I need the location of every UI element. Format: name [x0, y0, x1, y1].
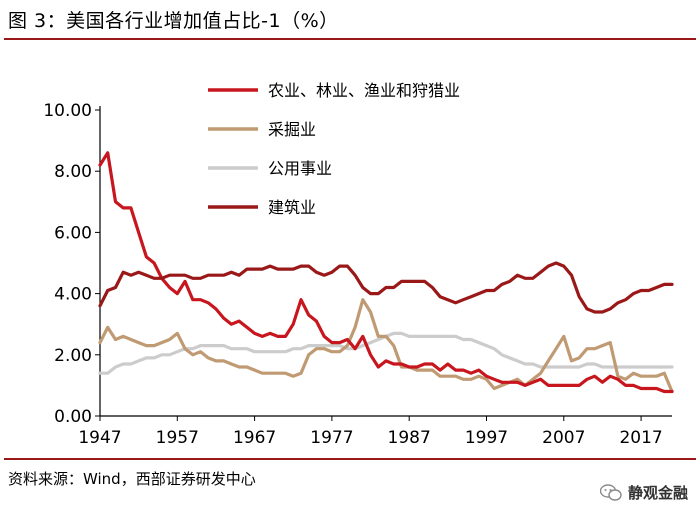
series-mining-line [98, 298, 674, 394]
x-tick-label: 1977 [310, 428, 353, 448]
legend-label: 采掘业 [268, 120, 316, 139]
y-tick-label: 6.00 [54, 223, 92, 243]
chart-axes: 0.00 2.00 4.00 6.00 8.00 10.00 1947 1957 1967 197… [43, 101, 672, 448]
series-construction-line [98, 261, 674, 314]
y-tick-label: 10.00 [43, 101, 92, 121]
x-tick-label: 1997 [465, 428, 508, 448]
legend-label: 农业、林业、渔业和狩猎业 [268, 81, 460, 100]
y-tick-label: 4.00 [54, 285, 92, 305]
x-tick-label: 1947 [78, 428, 121, 448]
legend-label: 建筑业 [268, 198, 316, 217]
y-tick-label: 8.00 [54, 162, 92, 182]
title-divider [4, 38, 696, 40]
x-tick-label: 2007 [542, 428, 585, 448]
y-tick-label: 2.00 [54, 346, 92, 366]
brand-name: 静观金融 [627, 484, 688, 502]
chart-title: 图 3：美国各行业增加值占比-1（%） [8, 10, 339, 32]
wechat-icon [599, 483, 622, 501]
x-tick-label: 1967 [233, 428, 276, 448]
line-chart: 0.00 2.00 4.00 6.00 8.00 10.00 1947 1957 1967 197… [43, 81, 674, 448]
series-agriculture-line [98, 151, 674, 394]
source-note: 资料来源：Wind，西部证券研发中心 [8, 470, 256, 488]
x-tick-label: 1987 [388, 428, 431, 448]
series-utilities-line [98, 331, 674, 375]
x-tick-label: 1957 [156, 428, 199, 448]
brand-watermark: 静观金融 [599, 482, 688, 503]
footer-divider [4, 458, 696, 460]
chart-series [98, 151, 674, 394]
x-tick-label: 2017 [619, 428, 662, 448]
y-tick-label: 0.00 [54, 407, 92, 427]
legend-label: 公用事业 [268, 159, 332, 178]
